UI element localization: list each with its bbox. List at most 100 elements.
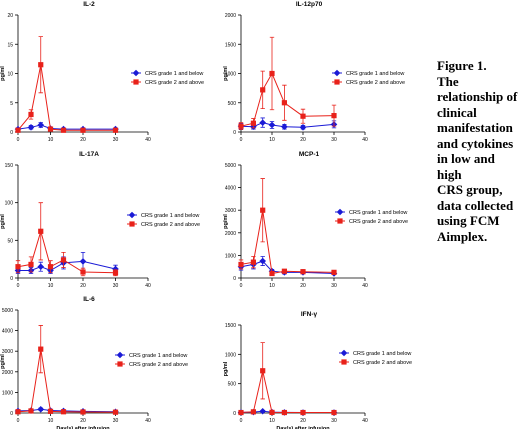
x-tick-label: 30 — [113, 418, 119, 424]
data-point — [281, 409, 287, 416]
y-tick-label: 5 — [10, 101, 13, 107]
caption-line: in low and high — [437, 151, 495, 182]
y-tick-label: 1000 — [225, 72, 236, 78]
data-point — [259, 407, 266, 415]
legend-label: CRS grade 2 and above — [129, 362, 188, 368]
x-tick-label: 20 — [80, 283, 86, 289]
data-point — [269, 409, 275, 416]
legend-label: CRS grade 1 and below — [129, 353, 187, 359]
data-point — [37, 263, 45, 270]
data-point — [112, 265, 119, 273]
data-point — [47, 264, 54, 270]
data-point — [79, 258, 87, 265]
chart-title: MCP-1 — [299, 151, 320, 158]
legend-marker — [132, 69, 140, 77]
legend-label: CRS grade 1 and below — [145, 71, 203, 77]
legend-label: CRS grade 1 and below — [141, 213, 199, 219]
y-tick-label: 0 — [10, 411, 13, 417]
legend-marker — [333, 69, 341, 77]
caption-line: data collected — [437, 197, 514, 213]
y-tick-label: 15 — [7, 42, 13, 48]
data-point — [250, 120, 256, 126]
data-point — [268, 121, 276, 129]
data-point — [15, 264, 21, 270]
y-axis-label: pg/ml — [0, 214, 6, 229]
x-tick-label: 10 — [48, 283, 54, 289]
data-point — [331, 269, 337, 275]
y-tick-label: 1000 — [225, 352, 236, 358]
y-tick-label: 20 — [7, 13, 13, 19]
caption-line: relationship of — [437, 89, 518, 104]
data-point — [112, 127, 119, 133]
y-tick-label: 0 — [233, 130, 236, 136]
legend-label: CRS grade 2 and above — [353, 360, 412, 366]
data-point — [300, 269, 306, 275]
data-series — [15, 36, 119, 133]
y-tick-label: 1000 — [225, 253, 236, 259]
x-axis-label: Day(s) after infusion — [276, 426, 330, 429]
data-point — [250, 259, 256, 265]
chart-title: IFN-γ — [301, 311, 318, 318]
data-point — [299, 124, 307, 131]
y-axis-label: pg/ml — [223, 66, 229, 81]
chart-panel: 0 1000 2000 3000 4000 5000 0 10 20 30 40 MCP-1 pg/ml… — [223, 151, 408, 289]
legend-label: CRS grade 1 and below — [349, 210, 407, 216]
legend-label: CRS grade 1 and below — [353, 351, 411, 357]
legend-marker — [116, 351, 124, 359]
legend-marker — [133, 79, 139, 85]
data-series — [238, 342, 337, 416]
legend: CRS grade 1 and below CRS grade 2 and abo… — [335, 208, 408, 225]
y-axis-label: pg/ml — [223, 214, 229, 229]
y-tick-label: 1000 — [2, 390, 13, 396]
legend: CRS grade 1 and below CRS grade 2 and abo… — [115, 351, 188, 368]
chart-panel: 0 500 1000 1500 0 10 20 30 40 IFN-γ pg/ml Day(s) af… — [223, 311, 412, 429]
y-tick-label: 1500 — [225, 42, 236, 48]
data-point — [112, 409, 119, 415]
data-point — [28, 408, 34, 414]
legend-label: CRS grade 2 and above — [145, 80, 204, 86]
figure-caption: Figure 1. The relationship of clinical m… — [437, 58, 519, 244]
y-tick-label: 0 — [233, 276, 236, 282]
chart-title: IL-2 — [83, 1, 95, 8]
legend-marker — [336, 208, 344, 216]
data-series — [238, 36, 337, 131]
chart-panel: 0 5 10 15 20 0 10 20 30 40 IL-2 pg/ml CRS grade 1 an… — [0, 1, 204, 143]
data-point — [60, 409, 67, 415]
caption-line: clinical — [437, 104, 477, 120]
data-point — [260, 87, 266, 93]
data-point — [28, 111, 34, 118]
x-tick-label: 0 — [17, 137, 20, 143]
data-point — [80, 269, 86, 275]
legend-marker — [337, 218, 343, 224]
data-point — [238, 123, 244, 129]
x-tick-label: 0 — [240, 283, 243, 289]
legend-marker — [117, 361, 123, 367]
data-point — [15, 409, 21, 415]
x-tick-label: 30 — [331, 283, 337, 289]
data-point — [60, 127, 67, 133]
x-tick-label: 0 — [17, 418, 20, 424]
data-point — [331, 409, 337, 416]
y-tick-label: 3000 — [225, 208, 236, 214]
legend-marker — [341, 359, 347, 365]
y-tick-label: 2000 — [2, 370, 13, 376]
data-point — [250, 409, 256, 415]
data-point — [38, 346, 44, 352]
x-tick-label: 0 — [17, 283, 20, 289]
y-tick-label: 100 — [5, 201, 14, 207]
legend: CRS grade 1 and below CRS grade 2 and abo… — [127, 211, 200, 228]
data-point — [15, 127, 21, 133]
x-tick-label: 10 — [269, 137, 275, 143]
legend: CRS grade 1 and below CRS grade 2 and abo… — [332, 69, 405, 86]
caption-line: and cytokines — [437, 135, 514, 151]
x-tick-label: 20 — [300, 137, 306, 143]
x-tick-label: 30 — [113, 283, 119, 289]
caption-line: manifestation — [437, 120, 513, 135]
y-tick-label: 2000 — [225, 13, 236, 19]
data-point — [281, 100, 287, 106]
y-tick-label: 5000 — [225, 163, 236, 169]
x-tick-label: 0 — [240, 418, 243, 424]
x-tick-label: 30 — [113, 137, 119, 143]
chart-panel: 0 1000 2000 3000 4000 5000 0 10 20 30 40 IL-6 pg/ml D… — [0, 296, 188, 429]
x-tick-label: 40 — [145, 418, 151, 424]
